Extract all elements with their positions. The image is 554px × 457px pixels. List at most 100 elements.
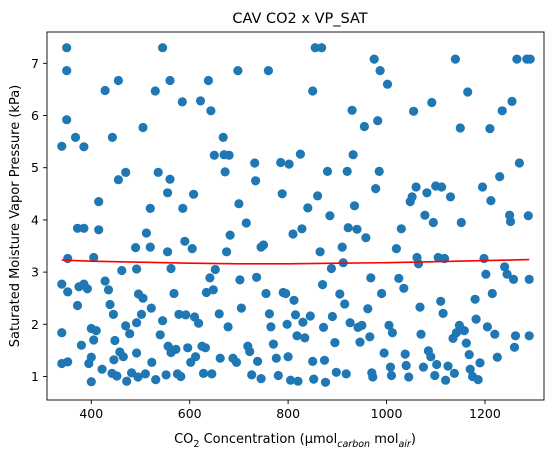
scatter-point: [320, 377, 331, 387]
scatter-point: [512, 54, 522, 64]
scatter-point: [315, 247, 325, 257]
scatter-point: [176, 371, 186, 382]
scatter-point: [400, 349, 410, 359]
scatter-point: [187, 244, 197, 254]
scatter-point: [205, 273, 215, 283]
scatter-point: [153, 167, 163, 177]
scatter-point: [57, 328, 67, 338]
scatter-point: [89, 335, 99, 345]
scatter-point: [253, 356, 263, 366]
scatter-point: [132, 348, 142, 358]
scatter-point: [319, 355, 330, 365]
trend-line: [61, 258, 530, 265]
scatter-point: [475, 358, 485, 368]
scatter-point: [492, 352, 502, 362]
scatter-point: [288, 229, 298, 239]
scatter-point: [89, 252, 99, 263]
scatter-point: [122, 376, 132, 386]
scatter-point: [317, 43, 327, 53]
scatter-point: [399, 283, 409, 293]
scatter-point: [461, 338, 471, 348]
scatter-point: [514, 158, 525, 168]
scatter-point: [109, 355, 119, 365]
x-axis-title-prefix: CO: [174, 432, 193, 447]
trend-line-group: [61, 258, 530, 265]
scatter-point: [464, 350, 474, 360]
scatter-point: [330, 338, 340, 348]
scatter-point: [422, 188, 432, 198]
scatter-point: [241, 218, 251, 228]
scatter-point: [292, 331, 302, 341]
scatter-point: [487, 288, 497, 299]
scatter-point: [438, 308, 448, 318]
scatter-point: [79, 223, 89, 233]
scatter-point: [136, 309, 147, 319]
scatter-point: [459, 326, 469, 336]
scatter-point: [322, 166, 333, 176]
y-axis-ticks: 1 2 3 4 5 6 7: [31, 56, 47, 384]
scatter-point: [426, 352, 436, 362]
scatter-point: [100, 85, 110, 96]
scatter-point: [261, 288, 271, 299]
scatter-point: [108, 309, 118, 319]
scatter-point: [486, 196, 496, 206]
scatter-point: [348, 150, 358, 160]
scatter-point: [411, 182, 421, 192]
scatter-point: [282, 319, 292, 329]
scatter-point: [100, 276, 110, 286]
scatter-point: [103, 285, 114, 295]
scatter-point: [276, 157, 286, 168]
scatter-point: [105, 299, 115, 310]
scatter-point: [471, 314, 481, 324]
scatter-point: [180, 236, 190, 246]
scatter-point: [273, 370, 283, 381]
scatter-point: [391, 244, 401, 254]
scatter-point: [441, 375, 451, 385]
x-axis-ticks: 400 600 800 1000 1200: [79, 400, 501, 421]
scatter-point: [264, 309, 274, 319]
scatter-point: [349, 201, 360, 211]
scatter-point: [158, 316, 168, 326]
scatter-point: [194, 318, 204, 328]
scatter-point: [146, 303, 156, 313]
scatter-point: [473, 375, 483, 385]
scatter-point: [451, 328, 461, 338]
scatter-point: [214, 309, 224, 319]
scatter-point: [413, 259, 424, 269]
scatter-point: [347, 105, 357, 115]
scatter-point: [340, 299, 350, 309]
x-axis-title-sub-air: air: [398, 439, 411, 450]
scatter-point: [409, 106, 419, 116]
scatter-point: [418, 362, 428, 372]
scatter-point: [138, 122, 148, 133]
scatter-point: [178, 203, 188, 213]
scatter-point: [145, 203, 155, 213]
scatter-point: [374, 166, 384, 176]
scatter-point: [510, 331, 521, 341]
scatter-point: [121, 321, 131, 331]
scatter-point: [365, 332, 375, 342]
scatter-point: [72, 300, 83, 311]
scatter-point: [107, 132, 117, 142]
scatter-point: [331, 367, 341, 377]
scatter-point: [225, 230, 235, 240]
scatter-point: [201, 287, 211, 298]
y-tick-label: 3: [31, 265, 39, 280]
scatter-point: [298, 317, 308, 327]
scatter-point: [155, 330, 165, 340]
scatter-point: [177, 97, 187, 107]
scatter-point: [231, 357, 242, 367]
scatter-point: [141, 228, 151, 238]
scatter-point: [268, 339, 278, 349]
scatter-point: [283, 352, 293, 362]
scatter-point: [525, 54, 535, 64]
scatter-point: [297, 224, 307, 234]
scatter-point: [57, 279, 67, 289]
scatter-point: [250, 158, 260, 168]
scatter-point: [171, 344, 181, 354]
scatter-point: [62, 66, 72, 76]
scatter-point: [508, 274, 519, 284]
scatter-point: [386, 370, 397, 381]
scatter-point: [215, 353, 225, 363]
